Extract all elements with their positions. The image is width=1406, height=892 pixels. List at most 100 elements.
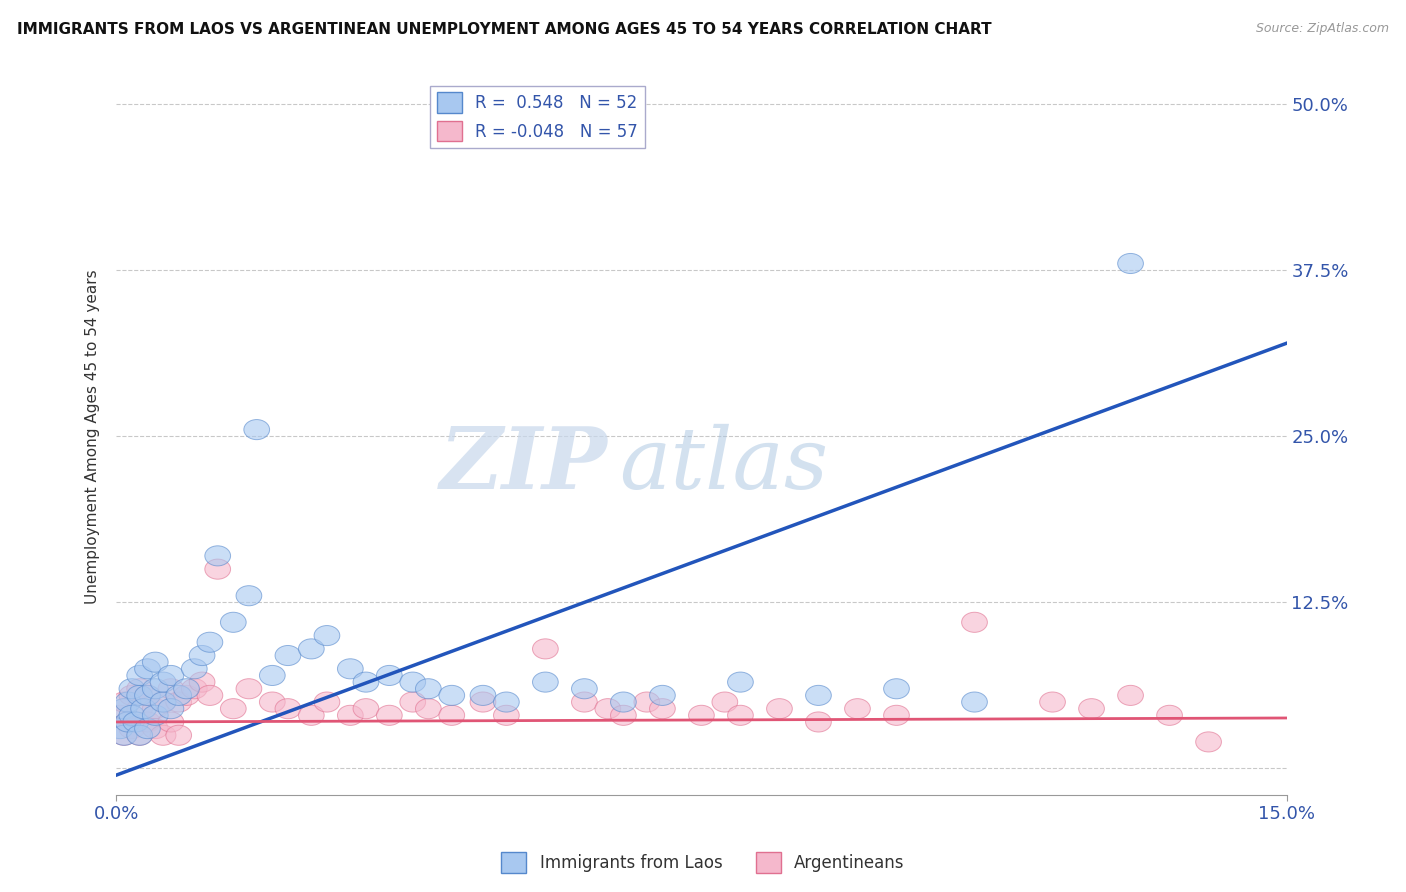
Ellipse shape bbox=[377, 706, 402, 725]
Ellipse shape bbox=[135, 685, 160, 706]
Ellipse shape bbox=[221, 698, 246, 719]
Ellipse shape bbox=[142, 679, 169, 698]
Ellipse shape bbox=[634, 692, 659, 712]
Ellipse shape bbox=[111, 692, 136, 712]
Ellipse shape bbox=[157, 665, 184, 686]
Ellipse shape bbox=[533, 672, 558, 692]
Ellipse shape bbox=[205, 559, 231, 579]
Ellipse shape bbox=[150, 692, 176, 712]
Ellipse shape bbox=[115, 692, 141, 712]
Legend: Immigrants from Laos, Argentineans: Immigrants from Laos, Argentineans bbox=[495, 846, 911, 880]
Ellipse shape bbox=[221, 612, 246, 632]
Ellipse shape bbox=[533, 639, 558, 659]
Ellipse shape bbox=[157, 698, 184, 719]
Ellipse shape bbox=[1039, 692, 1066, 712]
Ellipse shape bbox=[610, 706, 637, 725]
Ellipse shape bbox=[142, 652, 169, 673]
Ellipse shape bbox=[142, 698, 169, 719]
Ellipse shape bbox=[127, 665, 153, 686]
Ellipse shape bbox=[1157, 706, 1182, 725]
Ellipse shape bbox=[135, 719, 160, 739]
Ellipse shape bbox=[377, 665, 402, 686]
Ellipse shape bbox=[806, 685, 831, 706]
Ellipse shape bbox=[766, 698, 793, 719]
Y-axis label: Unemployment Among Ages 45 to 54 years: Unemployment Among Ages 45 to 54 years bbox=[86, 269, 100, 604]
Ellipse shape bbox=[845, 698, 870, 719]
Ellipse shape bbox=[276, 646, 301, 665]
Ellipse shape bbox=[1118, 685, 1143, 706]
Ellipse shape bbox=[314, 692, 340, 712]
Ellipse shape bbox=[650, 698, 675, 719]
Ellipse shape bbox=[883, 706, 910, 725]
Ellipse shape bbox=[711, 692, 738, 712]
Ellipse shape bbox=[120, 685, 145, 706]
Ellipse shape bbox=[962, 612, 987, 632]
Ellipse shape bbox=[276, 698, 301, 719]
Ellipse shape bbox=[494, 706, 519, 725]
Ellipse shape bbox=[173, 679, 200, 698]
Ellipse shape bbox=[689, 706, 714, 725]
Ellipse shape bbox=[1078, 698, 1104, 719]
Ellipse shape bbox=[127, 725, 153, 746]
Ellipse shape bbox=[120, 679, 145, 698]
Ellipse shape bbox=[131, 698, 156, 719]
Ellipse shape bbox=[120, 719, 145, 739]
Ellipse shape bbox=[190, 646, 215, 665]
Ellipse shape bbox=[127, 698, 153, 719]
Ellipse shape bbox=[135, 659, 160, 679]
Ellipse shape bbox=[107, 719, 134, 739]
Ellipse shape bbox=[337, 659, 363, 679]
Ellipse shape bbox=[353, 672, 378, 692]
Ellipse shape bbox=[571, 692, 598, 712]
Ellipse shape bbox=[806, 712, 831, 732]
Ellipse shape bbox=[127, 725, 153, 746]
Ellipse shape bbox=[416, 679, 441, 698]
Ellipse shape bbox=[298, 706, 325, 725]
Ellipse shape bbox=[399, 672, 426, 692]
Ellipse shape bbox=[197, 685, 222, 706]
Ellipse shape bbox=[150, 692, 176, 712]
Ellipse shape bbox=[610, 692, 637, 712]
Ellipse shape bbox=[962, 692, 987, 712]
Ellipse shape bbox=[127, 685, 153, 706]
Ellipse shape bbox=[416, 698, 441, 719]
Ellipse shape bbox=[439, 706, 464, 725]
Ellipse shape bbox=[111, 725, 136, 746]
Ellipse shape bbox=[470, 692, 496, 712]
Ellipse shape bbox=[150, 672, 176, 692]
Ellipse shape bbox=[111, 698, 136, 719]
Ellipse shape bbox=[494, 692, 519, 712]
Legend: R =  0.548   N = 52, R = -0.048   N = 57: R = 0.548 N = 52, R = -0.048 N = 57 bbox=[430, 86, 645, 148]
Ellipse shape bbox=[135, 712, 160, 732]
Ellipse shape bbox=[157, 712, 184, 732]
Ellipse shape bbox=[1118, 253, 1143, 274]
Ellipse shape bbox=[236, 679, 262, 698]
Ellipse shape bbox=[883, 679, 910, 698]
Ellipse shape bbox=[150, 725, 176, 746]
Ellipse shape bbox=[1195, 731, 1222, 752]
Ellipse shape bbox=[115, 712, 141, 732]
Ellipse shape bbox=[260, 665, 285, 686]
Text: Source: ZipAtlas.com: Source: ZipAtlas.com bbox=[1256, 22, 1389, 36]
Ellipse shape bbox=[190, 672, 215, 692]
Ellipse shape bbox=[314, 625, 340, 646]
Ellipse shape bbox=[142, 719, 169, 739]
Ellipse shape bbox=[470, 685, 496, 706]
Ellipse shape bbox=[205, 546, 231, 566]
Ellipse shape bbox=[122, 712, 149, 732]
Ellipse shape bbox=[181, 659, 207, 679]
Text: ZIP: ZIP bbox=[440, 423, 607, 507]
Ellipse shape bbox=[107, 706, 134, 725]
Ellipse shape bbox=[115, 712, 141, 732]
Text: IMMIGRANTS FROM LAOS VS ARGENTINEAN UNEMPLOYMENT AMONG AGES 45 TO 54 YEARS CORRE: IMMIGRANTS FROM LAOS VS ARGENTINEAN UNEM… bbox=[17, 22, 991, 37]
Ellipse shape bbox=[166, 685, 191, 706]
Ellipse shape bbox=[353, 698, 378, 719]
Ellipse shape bbox=[243, 419, 270, 440]
Text: atlas: atlas bbox=[620, 424, 828, 507]
Ellipse shape bbox=[298, 639, 325, 659]
Ellipse shape bbox=[197, 632, 222, 652]
Ellipse shape bbox=[166, 725, 191, 746]
Ellipse shape bbox=[142, 706, 169, 725]
Ellipse shape bbox=[439, 685, 464, 706]
Ellipse shape bbox=[727, 672, 754, 692]
